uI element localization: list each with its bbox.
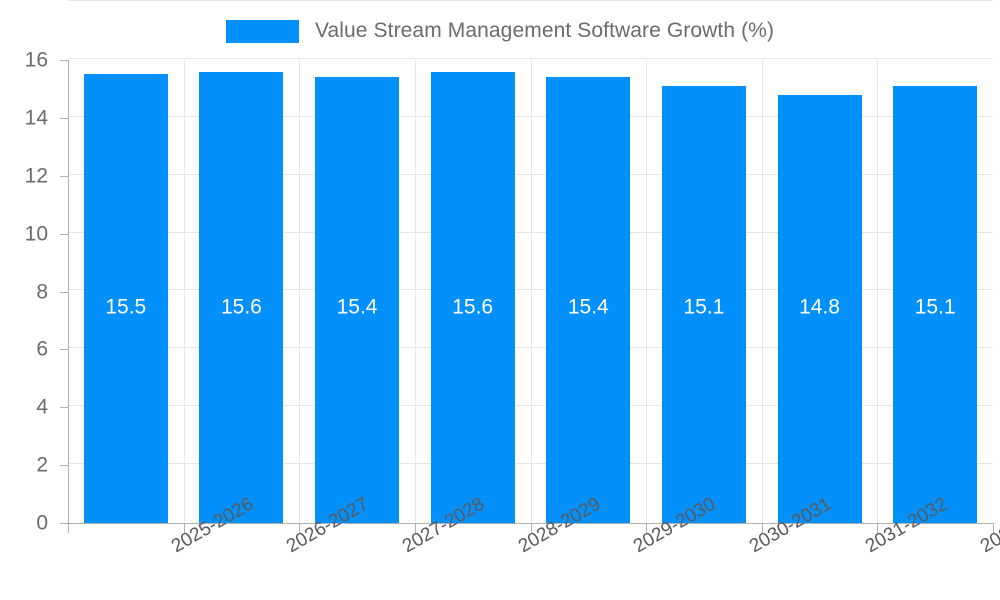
y-axis-tick-label: 0 <box>36 511 48 535</box>
y-axis-tick-label: 14 <box>24 106 48 130</box>
y-axis-tick-label: 8 <box>36 280 48 303</box>
legend-item-value-stream-management-software-growth[interactable]: Value Stream Management Software Growth … <box>225 19 775 43</box>
bar[interactable] <box>893 86 978 523</box>
y-axis-tick <box>60 407 68 409</box>
chart-legend: Value Stream Management Software Growth … <box>0 14 1000 48</box>
y-axis-tick <box>60 117 68 119</box>
x-axis-tick <box>877 524 879 533</box>
y-axis-tick <box>60 349 68 351</box>
legend-color-swatch-icon <box>225 19 299 43</box>
bar[interactable] <box>199 71 284 523</box>
x-axis-category-label: 2026-2027 <box>283 493 373 558</box>
y-axis-tick <box>60 465 68 467</box>
bar-value-label: 15.1 <box>914 295 956 319</box>
x-axis-category-label: 2025-2026 <box>167 493 258 558</box>
y-axis-tick <box>60 60 68 61</box>
bar[interactable] <box>315 77 400 523</box>
x-axis-tick <box>993 524 994 533</box>
x-axis-tick <box>299 524 301 533</box>
x-axis-category-label: 2031-2032 <box>861 493 951 558</box>
bar-value-label: 15.5 <box>105 295 147 319</box>
y-axis-tick-label: 12 <box>24 164 48 188</box>
gridline-vertical <box>530 60 532 523</box>
x-axis-line <box>68 523 994 524</box>
bar-value-label: 15.1 <box>683 295 725 319</box>
gridline-horizontal <box>68 57 993 59</box>
y-axis-tick <box>60 175 68 177</box>
gridline-vertical <box>299 60 301 523</box>
y-axis-tick-label: 2 <box>36 453 48 477</box>
gridline-vertical <box>761 60 763 523</box>
y-axis-tick-label: 4 <box>36 395 48 419</box>
gridline-horizontal <box>68 0 993 1</box>
bar-value-label: 15.4 <box>336 295 378 319</box>
y-axis-tick <box>60 233 68 235</box>
y-axis-tick <box>60 291 68 293</box>
x-axis-category-label: 2027-2028 <box>399 493 489 558</box>
x-axis-category-label: 2029-2030 <box>630 493 720 558</box>
x-axis-category-label: 2028-2029 <box>514 493 604 558</box>
x-axis-category-label: 2030-2031 <box>745 493 836 558</box>
x-axis-category-label: 2032-2033 <box>977 493 1000 558</box>
bar[interactable] <box>430 71 515 523</box>
y-axis-line <box>68 60 69 524</box>
x-axis-tick <box>646 524 648 533</box>
x-axis-tick <box>414 524 416 533</box>
y-axis-tick-label: 10 <box>24 222 48 246</box>
x-axis-tick <box>68 524 69 533</box>
gridline-vertical <box>646 60 648 523</box>
legend-item-label: Value Stream Management Software Growth … <box>314 19 775 42</box>
bar-value-label: 15.4 <box>567 295 609 319</box>
gridline-vertical <box>183 60 185 523</box>
bar[interactable] <box>661 86 746 523</box>
y-axis-tick <box>60 523 68 524</box>
bar-value-label: 15.6 <box>452 295 494 319</box>
y-axis-tick-label: 16 <box>24 48 48 72</box>
x-axis-tick <box>761 524 763 533</box>
gridline-vertical <box>877 60 879 523</box>
x-axis-tick <box>183 524 185 533</box>
bar[interactable] <box>777 94 862 523</box>
bar[interactable] <box>546 77 631 523</box>
y-axis-tick-label: 6 <box>36 337 48 361</box>
bar-value-label: 14.8 <box>799 295 840 319</box>
x-axis-tick <box>530 524 532 533</box>
bar[interactable] <box>83 74 168 523</box>
bar-value-label: 15.6 <box>220 295 262 319</box>
gridline-vertical <box>414 60 416 523</box>
